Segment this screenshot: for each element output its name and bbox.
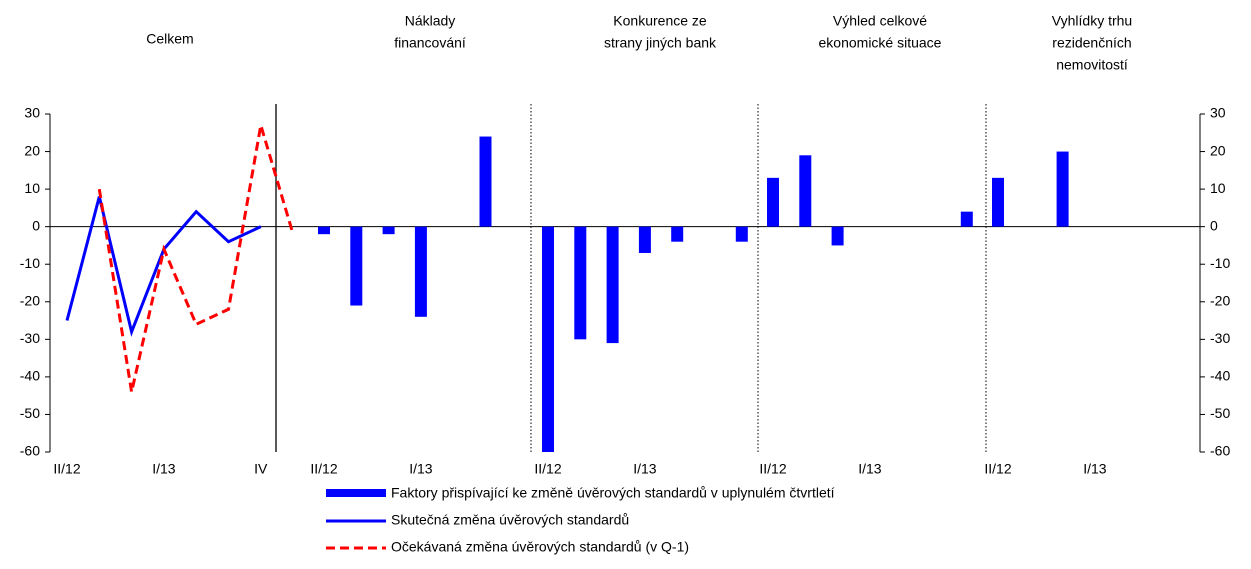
x-tick-label: II/12: [534, 461, 561, 477]
bar: [479, 136, 492, 227]
x-tick-label: I/13: [1083, 461, 1107, 477]
x-tick-label: IV: [254, 461, 268, 477]
y-tick-label: 0: [32, 217, 40, 233]
bar: [606, 226, 619, 344]
panel-title: rezidenčních: [1052, 35, 1131, 51]
legend-label: Faktory přispívající ke změně úvěrových …: [391, 485, 835, 501]
y2-tick-label: -60: [1210, 443, 1230, 459]
panel-title: strany jiných bank: [604, 35, 717, 51]
y2-tick-label: -50: [1210, 405, 1230, 421]
bar: [318, 226, 330, 235]
x-tick-label: I/13: [152, 461, 176, 477]
y2-tick-label: 0: [1210, 217, 1218, 233]
y-tick-label: -40: [20, 368, 40, 384]
bar: [671, 226, 684, 242]
y2-tick-label: 30: [1210, 105, 1226, 121]
bar: [960, 211, 973, 227]
x-tick-label: II/12: [53, 461, 80, 477]
panel-title: Celkem: [146, 31, 193, 47]
y-tick-label: 20: [24, 142, 40, 158]
x-tick-label: I/13: [633, 461, 657, 477]
y2-tick-label: -40: [1210, 368, 1230, 384]
y2-tick-label: 10: [1210, 180, 1226, 196]
x-tick-label: II/12: [759, 461, 786, 477]
y2-tick-label: -20: [1210, 292, 1230, 308]
y-tick-label: 30: [24, 105, 40, 121]
panel-title: nemovitostí: [1056, 57, 1128, 73]
panel-title: Výhled celkové: [833, 13, 927, 29]
y-tick-label: -30: [20, 330, 40, 346]
legend-label: Očekávaná změna úvěrových standardů (v Q…: [391, 539, 689, 555]
bar: [542, 226, 554, 452]
x-tick-label: I/13: [409, 461, 433, 477]
bar: [831, 226, 844, 246]
x-tick-label: I/13: [858, 461, 882, 477]
bar: [799, 155, 812, 227]
y2-tick-label: 20: [1210, 142, 1226, 158]
line: [97, 124, 295, 393]
bar: [735, 226, 748, 242]
y-tick-label: -20: [20, 292, 40, 308]
panel-title: ekonomické situace: [819, 35, 942, 51]
panel-title: financování: [394, 35, 466, 51]
y-tick-label: -60: [20, 443, 40, 459]
y2-tick-label: -30: [1210, 330, 1230, 346]
x-tick-label: II/12: [310, 461, 337, 477]
bar: [767, 177, 779, 227]
bar: [414, 226, 427, 317]
panel-title: Vyhlídky trhu: [1052, 13, 1132, 29]
bar: [382, 226, 395, 235]
bar: [638, 226, 651, 253]
legend-swatch: [326, 489, 386, 497]
y-tick-label: 10: [24, 180, 40, 196]
y-tick-label: -10: [20, 255, 40, 271]
panel-title: Konkurence ze: [613, 13, 707, 29]
bar: [350, 226, 363, 306]
line: [65, 196, 262, 337]
bar: [992, 177, 1004, 227]
bar: [574, 226, 587, 340]
y-tick-label: -50: [20, 405, 40, 421]
bar: [1056, 151, 1069, 227]
x-tick-label: II/12: [984, 461, 1011, 477]
panel-title: Náklady: [405, 13, 456, 29]
legend-label: Skutečná změna úvěrových standardů: [391, 512, 629, 528]
y2-tick-label: -10: [1210, 255, 1230, 271]
